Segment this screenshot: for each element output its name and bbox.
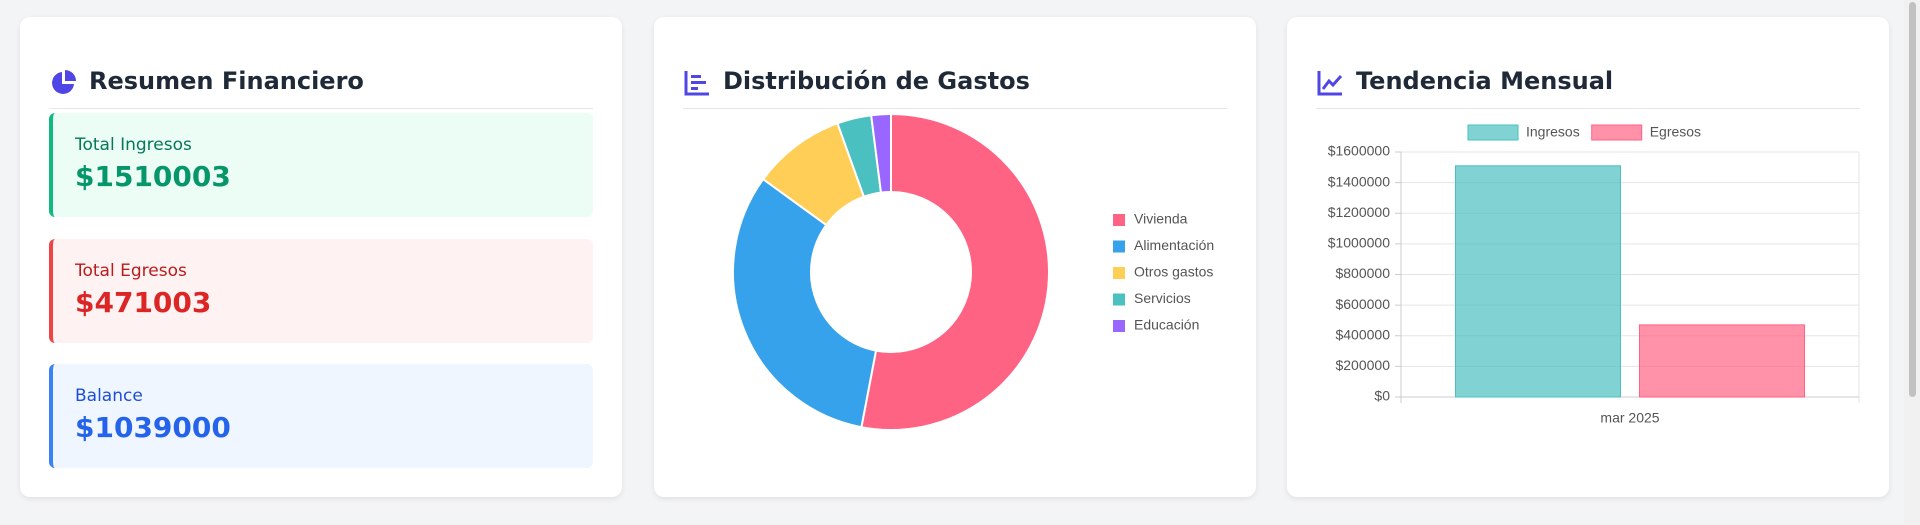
stat-value: $1039000 — [75, 411, 231, 444]
y-tick-label: $800000 — [1335, 265, 1390, 281]
legend-label: Otros gastos — [1134, 264, 1213, 280]
y-tick-label: $1000000 — [1328, 235, 1391, 251]
divider — [683, 108, 1227, 109]
y-tick-label: $0 — [1374, 388, 1390, 404]
legend-swatch — [1113, 214, 1125, 226]
icon — [1317, 71, 1343, 96]
x-tick-label: mar 2025 — [1600, 410, 1659, 426]
card-title: Tendencia Mensual — [1356, 67, 1614, 95]
y-tick-label: $1400000 — [1328, 173, 1391, 189]
y-tick-label: $400000 — [1335, 326, 1390, 342]
stat-label: Total Egresos — [75, 261, 187, 281]
bar — [1639, 324, 1805, 398]
divider — [49, 108, 593, 109]
stat-value: $471003 — [75, 286, 212, 319]
legend-swatch — [1467, 124, 1519, 141]
stat-box: Balance $1039000 — [49, 364, 593, 468]
legend-swatch — [1591, 124, 1643, 141]
icon — [684, 71, 709, 96]
legend-label: Ingresos — [1526, 124, 1580, 140]
stat-label: Balance — [75, 386, 143, 406]
stat-box: Total Ingresos $1510003 — [49, 113, 593, 217]
legend-swatch — [1113, 293, 1125, 306]
legend-label: Vivienda — [1134, 211, 1188, 227]
legend-label: Educación — [1134, 317, 1199, 333]
stat-label: Total Ingresos — [75, 135, 192, 155]
legend-label: Servicios — [1134, 290, 1191, 306]
legend-label: Egresos — [1650, 124, 1701, 140]
divider — [1316, 108, 1860, 109]
bar — [1455, 165, 1621, 398]
stat-value: $1510003 — [75, 160, 231, 193]
scrollbar-thumb — [1909, 2, 1916, 397]
legend-swatch — [1113, 320, 1125, 332]
legend-label: Alimentación — [1134, 237, 1214, 253]
card-title: Distribución de Gastos — [723, 67, 1030, 95]
y-tick-label: $1200000 — [1328, 204, 1391, 220]
pie-slice — [860, 112, 1051, 431]
legend-swatch — [1113, 267, 1125, 279]
y-tick-label: $600000 — [1335, 296, 1390, 312]
icon — [52, 70, 76, 94]
y-tick-label: $200000 — [1335, 357, 1390, 373]
pie-slice — [870, 112, 892, 194]
stat-box: Total Egresos $471003 — [49, 239, 593, 343]
pie-slice — [732, 177, 878, 429]
summary-card: Resumen Financiero Total Ingresos $15100… — [20, 17, 622, 497]
legend-swatch — [1113, 240, 1125, 253]
y-tick-label: $1600000 — [1328, 143, 1391, 159]
card-title: Resumen Financiero — [89, 67, 364, 95]
